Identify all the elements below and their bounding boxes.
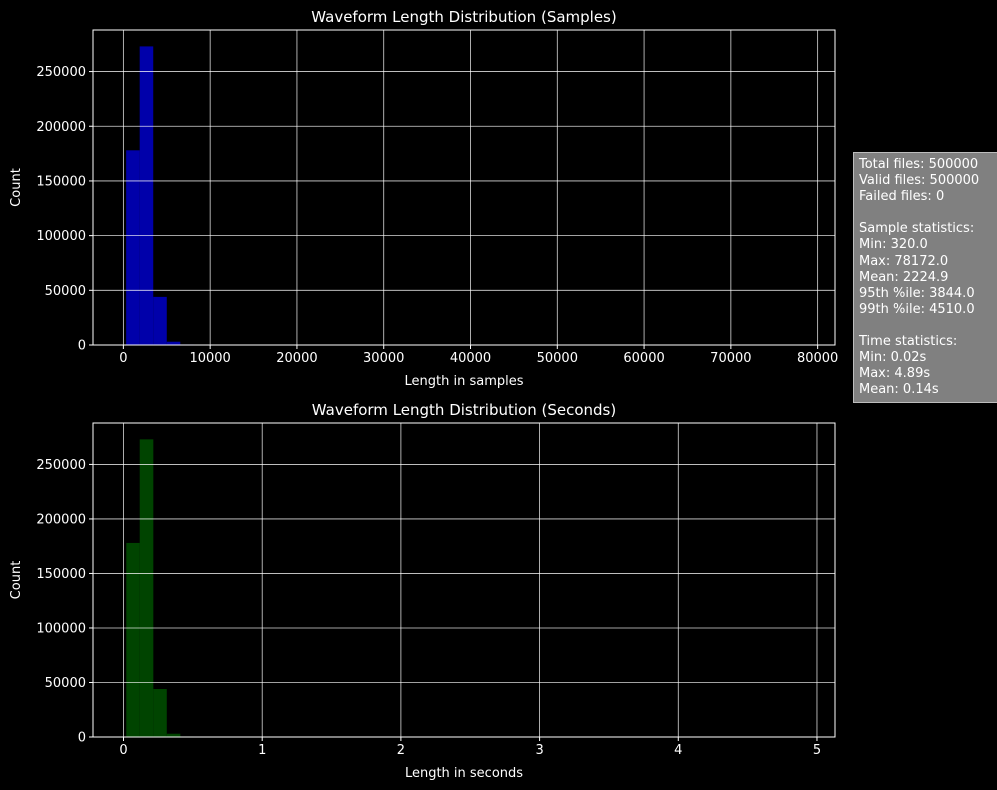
x-tick-label: 30000: [363, 351, 404, 366]
stats-line: [859, 205, 993, 221]
y-tick-label: 150000: [36, 567, 86, 582]
y-tick-label: 50000: [45, 676, 86, 691]
stats-line: [859, 318, 993, 334]
x-tick-label: 70000: [710, 351, 751, 366]
x-axis-label: Length in samples: [405, 374, 524, 389]
y-tick-label: 100000: [36, 229, 86, 244]
stats-line: Sample statistics:: [859, 221, 975, 237]
x-tick-label: 1: [258, 743, 266, 758]
chart-panel-2: 0 1 2 3 4 5 0 50000 100000 150000 200000 250000 Wave…: [9, 401, 836, 781]
histogram-bar: [153, 296, 167, 346]
stats-line: Time statistics:: [859, 334, 958, 350]
histogram-bar: [166, 733, 181, 737]
histogram-bar: [153, 689, 167, 737]
histogram-bar: [139, 439, 154, 737]
plot-frame: [92, 29, 836, 346]
x-tick-label: 20000: [276, 351, 317, 366]
stats-line: Mean: 2224.9: [859, 269, 949, 285]
plot-area: [93, 30, 835, 345]
x-tick-label: 80000: [797, 351, 838, 366]
y-tick-label: 250000: [36, 65, 86, 80]
stats-line: Failed files: 0: [859, 189, 945, 205]
plot-area: [93, 423, 835, 737]
x-tick-label: 10000: [189, 351, 230, 366]
x-tick-label: 2: [397, 743, 405, 758]
stats-line: Valid files: 500000: [859, 173, 980, 189]
chart-panel-1: 0 10000 20000 30000 40000 50000 60000 70000 8000…: [9, 8, 838, 389]
histogram-bar: [126, 150, 140, 345]
x-tick-label: 3: [535, 743, 543, 758]
stats-line: Min: 0.02s: [859, 350, 927, 366]
y-tick-label: 0: [78, 731, 86, 746]
x-tick-label: 4: [674, 743, 682, 758]
x-tick-label: 0: [119, 351, 127, 366]
stats-line: 99th %ile: 4510.0: [859, 301, 975, 317]
stats-line: Max: 4.89s: [859, 366, 931, 382]
stats-line: Mean: 0.14s: [859, 382, 939, 398]
x-axis-label: Length in seconds: [405, 766, 523, 781]
y-tick-label: 250000: [36, 458, 86, 473]
y-tick-label: 0: [78, 339, 86, 354]
y-axis-label: Count: [9, 168, 24, 207]
y-tick-label: 50000: [45, 284, 86, 299]
histogram-bar: [126, 542, 140, 737]
y-tick-label: 200000: [36, 120, 86, 135]
stats-line: 95th %ile: 3844.0: [859, 285, 975, 301]
x-tick-label: 5: [813, 743, 821, 758]
stats-line: Total files: 500000: [859, 157, 979, 172]
histogram-bar: [139, 46, 154, 345]
y-axis-label: Count: [9, 561, 24, 600]
x-tick-label: 60000: [623, 351, 664, 366]
y-tick-label: 100000: [36, 621, 86, 636]
y-tick-label: 150000: [36, 174, 86, 189]
stats-line: Max: 78172.0: [859, 253, 949, 269]
chart-title: Waveform Length Distribution (Seconds): [312, 401, 616, 419]
plot-frame: [92, 422, 836, 738]
x-tick-label: 50000: [537, 351, 578, 366]
stats-box: Total files: 500000 Valid files: 500000 …: [853, 152, 997, 404]
stats-line: Min: 320.0: [859, 237, 928, 253]
y-tick-label: 200000: [36, 512, 86, 527]
histogram-bar: [166, 341, 181, 345]
x-tick-label: 40000: [450, 351, 491, 366]
x-tick-label: 0: [119, 743, 127, 758]
chart-title: Waveform Length Distribution (Samples): [311, 8, 616, 26]
